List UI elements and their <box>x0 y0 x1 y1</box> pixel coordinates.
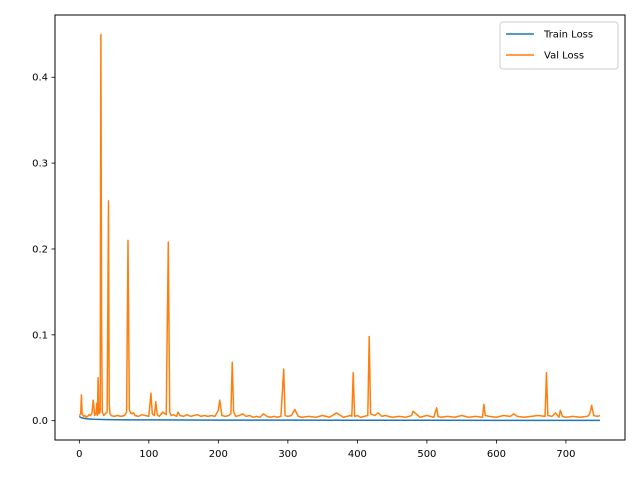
y-tick-label: 0.0 <box>32 416 48 427</box>
x-tick-label: 200 <box>209 449 228 460</box>
y-axis: 0.0 0.1 0.2 0.3 0.4 <box>32 73 55 427</box>
x-tick-label: 600 <box>487 449 506 460</box>
x-axis: 0 100 200 300 400 500 600 700 <box>76 440 575 460</box>
plot-area <box>55 15 625 440</box>
legend: Train Loss Val Loss <box>499 21 619 70</box>
x-tick-label: 300 <box>278 449 297 460</box>
axes-layer <box>54 14 626 441</box>
legend-label-train-loss: Train Loss <box>543 30 593 41</box>
series-line-train-loss <box>78 415 600 422</box>
x-tick-label: 400 <box>348 449 367 460</box>
plot-frame <box>54 14 626 441</box>
x-tick-label: 0 <box>76 449 82 460</box>
x-tick-label: 700 <box>556 449 575 460</box>
series-layer <box>78 33 601 422</box>
y-tick-label: 0.1 <box>32 330 48 341</box>
series-line-val-loss <box>78 33 601 418</box>
y-tick-label: 0.2 <box>32 244 48 255</box>
y-tick-label: 0.3 <box>32 159 48 170</box>
legend-label-val-loss: Val Loss <box>544 51 584 62</box>
y-tick-label: 0.4 <box>32 73 48 84</box>
x-tick-label: 100 <box>139 449 158 460</box>
x-tick-label: 500 <box>417 449 436 460</box>
